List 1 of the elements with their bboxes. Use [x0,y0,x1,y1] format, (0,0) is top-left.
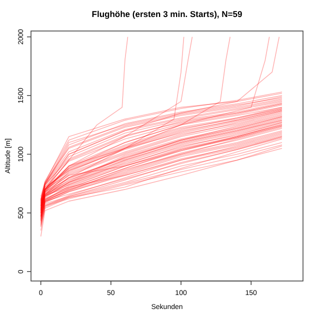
chart-title: Flughöhe (ersten 3 min. Starts), N=59 [92,9,242,19]
